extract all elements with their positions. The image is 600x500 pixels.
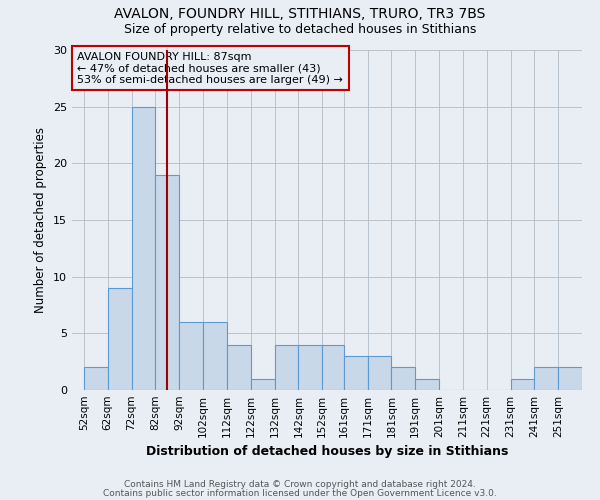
Bar xyxy=(344,356,368,390)
Bar xyxy=(227,344,251,390)
Text: Size of property relative to detached houses in Stithians: Size of property relative to detached ho… xyxy=(124,22,476,36)
Bar xyxy=(275,344,298,390)
Bar xyxy=(391,368,415,390)
Text: Contains HM Land Registry data © Crown copyright and database right 2024.: Contains HM Land Registry data © Crown c… xyxy=(124,480,476,489)
Text: Contains public sector information licensed under the Open Government Licence v3: Contains public sector information licen… xyxy=(103,490,497,498)
Bar xyxy=(558,368,582,390)
Bar xyxy=(203,322,227,390)
Bar xyxy=(535,368,558,390)
Bar xyxy=(298,344,322,390)
Bar xyxy=(108,288,131,390)
Bar xyxy=(155,174,179,390)
Bar xyxy=(368,356,391,390)
Bar xyxy=(322,344,344,390)
Bar xyxy=(84,368,108,390)
Text: AVALON, FOUNDRY HILL, STITHIANS, TRURO, TR3 7BS: AVALON, FOUNDRY HILL, STITHIANS, TRURO, … xyxy=(115,8,485,22)
X-axis label: Distribution of detached houses by size in Stithians: Distribution of detached houses by size … xyxy=(146,446,508,458)
Bar xyxy=(131,106,155,390)
Y-axis label: Number of detached properties: Number of detached properties xyxy=(34,127,47,313)
Bar xyxy=(179,322,203,390)
Bar xyxy=(511,378,535,390)
Text: AVALON FOUNDRY HILL: 87sqm
← 47% of detached houses are smaller (43)
53% of semi: AVALON FOUNDRY HILL: 87sqm ← 47% of deta… xyxy=(77,52,343,85)
Bar xyxy=(251,378,275,390)
Bar xyxy=(415,378,439,390)
